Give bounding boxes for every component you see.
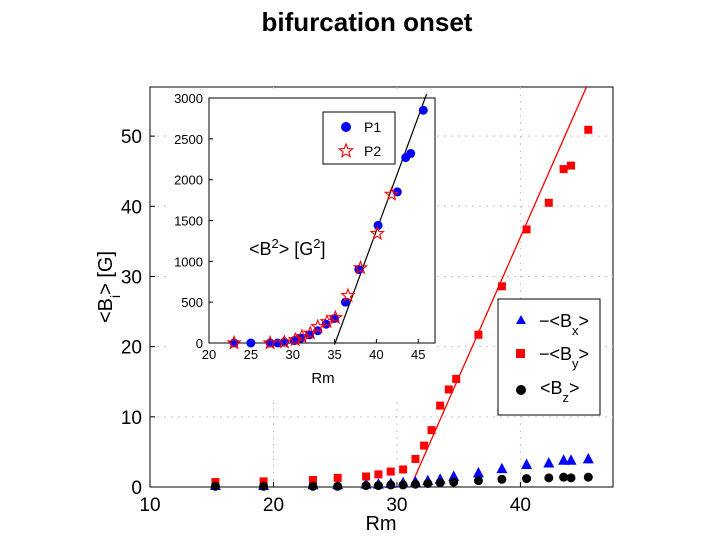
- inset-y-tick-label-0: 0: [196, 336, 203, 351]
- main-point-s1-6: [387, 468, 395, 476]
- inset-y-tick-label-6: 3000: [174, 91, 203, 106]
- main-y-axis-label-main: <B: [95, 298, 117, 323]
- main-point-s2-6: [386, 480, 395, 489]
- main-point-s1-19: [567, 162, 575, 170]
- main-y-tick-label-1: 10: [121, 408, 142, 429]
- inset-x-tick-label-1: 25: [244, 347, 258, 362]
- main-point-s1-8: [411, 455, 419, 463]
- main-y-tick-label-2: 20: [121, 338, 142, 359]
- main-y-tick-label-5: 50: [121, 127, 142, 148]
- main-point-s2-11: [449, 478, 458, 487]
- inset-x-tick-label-3: 35: [327, 347, 341, 362]
- main-point-s2-3: [333, 482, 342, 491]
- main-y-axis-label-end: > [G]: [95, 251, 117, 295]
- main-point-s2-2: [308, 482, 317, 491]
- main-x-tick-label-0: 10: [139, 495, 160, 516]
- main-point-s2-9: [423, 479, 432, 488]
- main-point-s2-4: [362, 481, 371, 490]
- main-point-s2-7: [399, 480, 408, 489]
- main-y-tick-label-0: 0: [131, 478, 142, 499]
- inset-y-tick-label-2: 1000: [174, 254, 203, 269]
- main-point-s1-10: [428, 426, 436, 434]
- legend-bz-marker: [516, 385, 526, 395]
- inset-point-s0-1: [246, 339, 255, 348]
- main-point-s1-13: [452, 375, 460, 383]
- main-point-s1-20: [584, 126, 592, 134]
- inset-x-axis-label: Rm: [311, 370, 334, 387]
- inset-y-tick-label-5: 2500: [174, 132, 203, 147]
- inset-x-tick-label-2: 30: [285, 347, 299, 362]
- main-point-s2-13: [497, 475, 506, 484]
- chart-title: bifurcation onset: [262, 7, 473, 37]
- inset-y-tick-label-4: 2000: [174, 173, 203, 188]
- main-point-s2-1: [259, 482, 268, 491]
- main-point-s1-18: [560, 165, 568, 173]
- main-point-s2-17: [567, 473, 576, 482]
- main-point-s1-5: [374, 470, 382, 478]
- inset-y-tick-label-3: 1500: [174, 214, 203, 229]
- legend-by-marker: [516, 349, 525, 358]
- inset-x-tick-label-0: 20: [202, 347, 216, 362]
- inset-x-tick-label-4: 40: [369, 347, 383, 362]
- chart-root: bifurcation onset 10 20 30 4001020304050 Rm…: [0, 0, 720, 540]
- inset-y-tick-label-1: 500: [181, 295, 203, 310]
- inset-legend-box: [323, 112, 395, 164]
- main-y-tick-label-3: 30: [121, 267, 142, 288]
- main-point-s2-5: [374, 481, 383, 490]
- main-point-s2-14: [522, 474, 531, 483]
- main-y-tick-label-4: 40: [121, 197, 142, 218]
- inset-legend-p2-label: P2: [364, 143, 381, 159]
- inset-legend-p1-label: P1: [364, 119, 381, 135]
- inset-plot-frame: [209, 98, 435, 343]
- inset-point-s0-16: [406, 149, 415, 158]
- main-point-s1-11: [436, 402, 444, 410]
- inset-x-tick-label-5: 45: [411, 347, 425, 362]
- main-point-s1-7: [399, 465, 407, 473]
- main-point-s1-14: [474, 331, 482, 339]
- inset-legend-p1-marker: [341, 122, 351, 132]
- main-x-axis-label: Rm: [365, 513, 396, 535]
- main-point-s1-9: [420, 442, 428, 450]
- main-point-s2-18: [584, 473, 593, 482]
- main-point-s2-12: [474, 476, 483, 485]
- main-x-tick-label-3: 40: [510, 495, 531, 516]
- main-point-s1-12: [445, 385, 453, 393]
- main-legend: −<Bx> −<By> <Bz>: [498, 299, 600, 415]
- main-point-s2-15: [544, 473, 553, 482]
- main-point-s2-8: [411, 480, 420, 489]
- main-point-s2-0: [211, 482, 220, 491]
- main-point-s1-17: [545, 199, 553, 207]
- main-point-s2-10: [436, 478, 445, 487]
- main-point-s1-15: [498, 282, 506, 290]
- main-point-s1-3: [334, 474, 342, 482]
- main-point-s1-4: [362, 472, 370, 480]
- main-point-s1-16: [523, 225, 531, 233]
- main-x-tick-label-1: 20: [263, 495, 284, 516]
- inset-point-s0-17: [419, 106, 428, 115]
- main-y-axis-label: <Bi> [G]: [95, 251, 123, 323]
